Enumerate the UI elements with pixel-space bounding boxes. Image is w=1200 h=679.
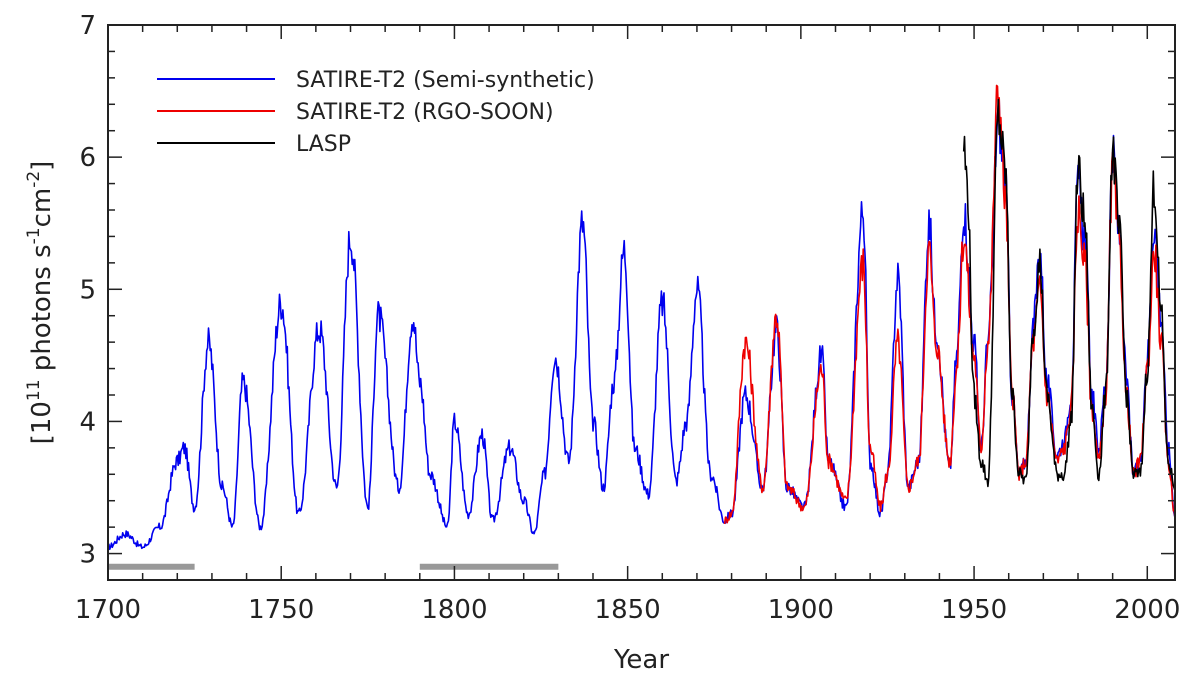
y-label-exp2: -1 (24, 227, 44, 244)
y-label-mid2: cm (27, 188, 57, 228)
x-tick-label: 1850 (595, 595, 661, 625)
series-lines (107, 84, 1176, 551)
legend-label-rgo-soon: SATIRE-T2 (RGO-SOON) (296, 100, 554, 125)
series-line-2 (962, 98, 1176, 492)
y-tick-label: 4 (79, 407, 96, 437)
plot-frame (107, 24, 1176, 581)
axis-ticks (107, 24, 1175, 580)
x-tick-label: 1700 (75, 595, 141, 625)
series-line-1 (723, 84, 1176, 525)
y-tick-label: 5 (79, 275, 96, 305)
y-axis-label: [1011 photons s-1cm-2] (24, 161, 57, 445)
legend-label-lasp: LASP (296, 132, 351, 157)
y-label-suffix: ] (27, 161, 57, 171)
svg-text:[1011 photons s-1cm-2]: [1011 photons s-1cm-2] (24, 161, 57, 445)
y-label-exp1: 11 (24, 379, 44, 401)
x-tick-label: 1900 (768, 595, 834, 625)
x-tick-label: 1800 (421, 595, 487, 625)
y-tick-label: 7 (79, 11, 96, 41)
y-tick-label: 6 (79, 143, 96, 173)
y-tick-label: 3 (79, 540, 96, 570)
x-tick-label: 1750 (248, 595, 314, 625)
x-tick-label: 2000 (1114, 595, 1180, 625)
tick-labels: 1700 1750 1800 1850 1900 1950 2000 3 4 5 6 7 (75, 11, 1180, 625)
y-label-prefix: [10 (27, 401, 57, 444)
legend-label-semi-synthetic: SATIRE-T2 (Semi-synthetic) (296, 68, 595, 93)
x-tick-label: 1950 (941, 595, 1007, 625)
y-label-mid: photons s (27, 244, 57, 379)
y-label-exp3: -2 (24, 171, 44, 188)
series-line-0 (107, 98, 1176, 551)
x-axis-label: Year (613, 645, 669, 675)
legend: SATIRE-T2 (Semi-synthetic) SATIRE-T2 (RG… (157, 68, 595, 157)
